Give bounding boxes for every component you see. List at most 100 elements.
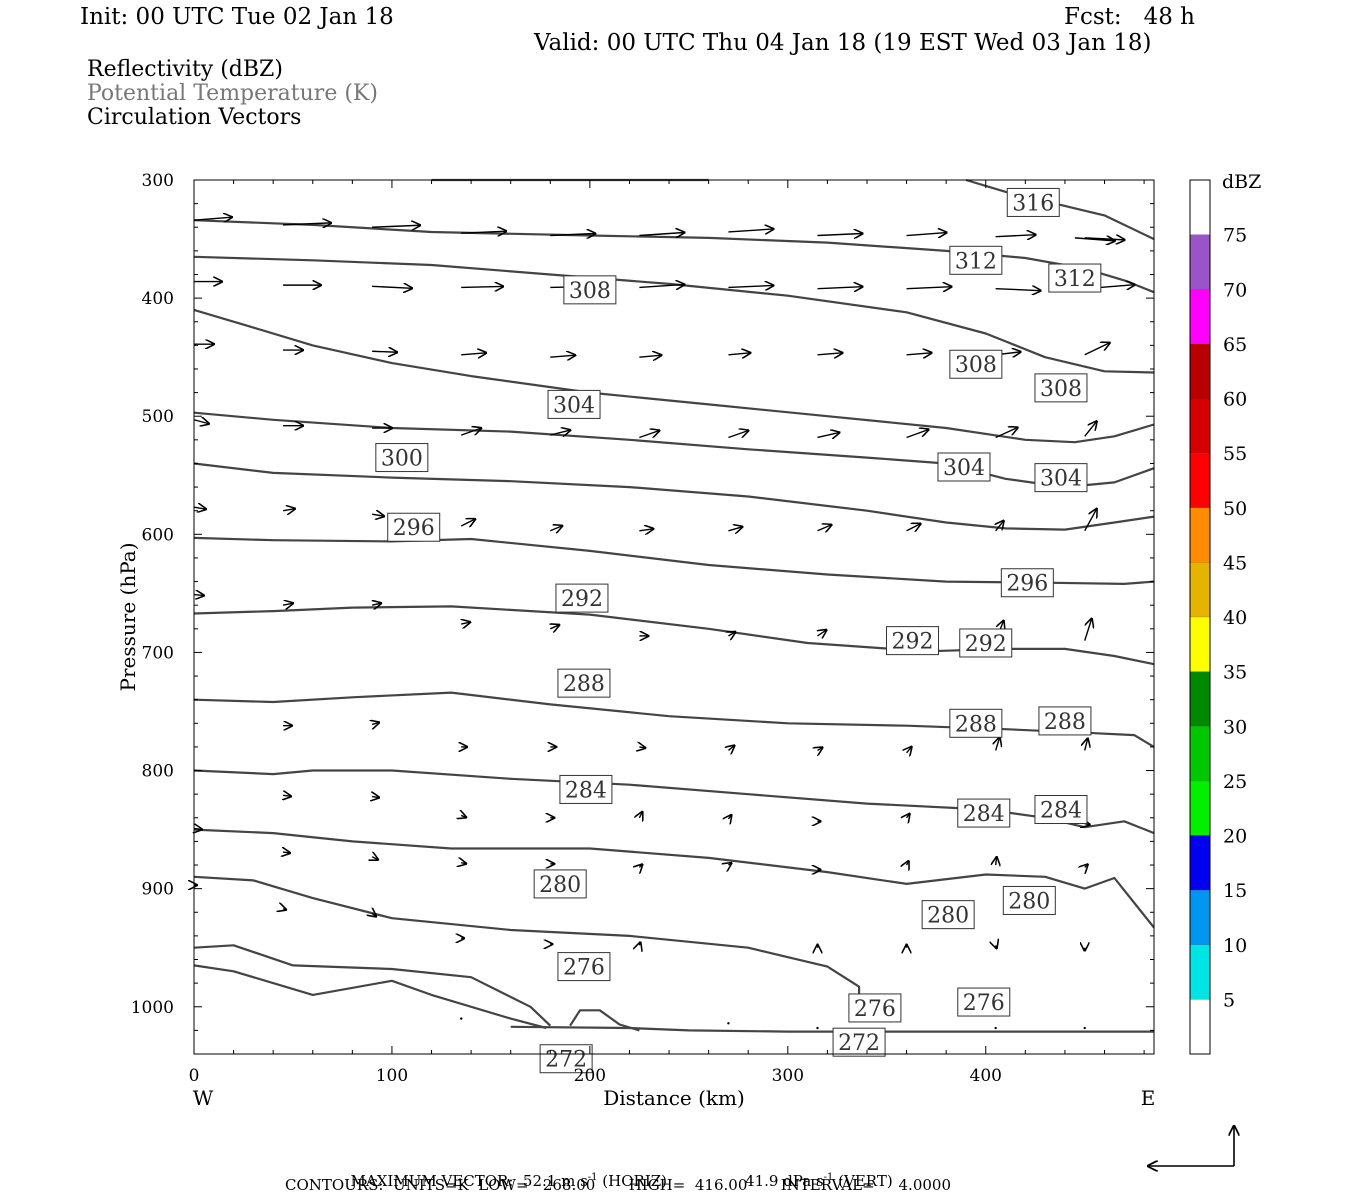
contour-284 — [193, 691, 1155, 748]
colorbar-swatch — [1190, 234, 1210, 290]
colorbar-swatch — [1190, 180, 1210, 235]
max-vector-horizontal: MAXIMUM VECTOR: 52.1 m s — [350, 1172, 588, 1190]
circulation-vector — [639, 942, 640, 945]
contour-label-box — [949, 245, 1003, 275]
colorbar-tick-label: 70 — [1223, 279, 1247, 301]
contour-label: 304 — [553, 393, 595, 418]
circulation-vector — [550, 526, 562, 531]
circulation-vector — [728, 632, 735, 636]
legend-reflectivity: Reflectivity (dBZ) — [87, 57, 283, 82]
y-tick-label: 800 — [142, 762, 174, 782]
circulation-vector — [1084, 619, 1092, 641]
reference-arrow — [1148, 1126, 1234, 1166]
circulation-vector — [461, 863, 466, 864]
east-label: E — [1141, 1086, 1156, 1110]
contour-label-box — [557, 952, 611, 982]
circulation-vector — [461, 622, 470, 624]
colorbar-tick-label: 30 — [1223, 716, 1247, 738]
circulation-vector — [817, 525, 832, 531]
circulation-vector — [1085, 864, 1088, 867]
max-vector-vertical-tag: (VERT) — [833, 1172, 893, 1190]
y-tick-label: 900 — [142, 880, 174, 900]
colorbar-tick-label: 40 — [1223, 607, 1247, 629]
circulation-vector — [907, 861, 909, 865]
colorbar-title: dBZ — [1222, 171, 1261, 193]
circulation-vector — [550, 234, 595, 236]
contour-label: 284 — [1040, 799, 1082, 824]
circulation-vector — [728, 745, 734, 750]
max-vector-vertical: 41.9 dPa s — [745, 1172, 824, 1190]
circulation-vector — [550, 430, 570, 435]
contour-label-box — [1048, 263, 1102, 293]
circulation-vector — [639, 284, 684, 287]
contour-label-box — [921, 900, 975, 930]
colorbar-swatch — [1190, 726, 1210, 781]
contour-label-box — [959, 628, 1013, 658]
circulation-vector — [996, 945, 997, 948]
y-tick-label: 1000 — [131, 998, 174, 1018]
colorbar-tick-label: 10 — [1223, 935, 1247, 957]
circulation-vector — [372, 351, 397, 352]
horizontal-unit-superscript: -1 — [587, 1172, 598, 1183]
circulation-vector — [460, 428, 481, 436]
circulation-vector — [461, 815, 466, 817]
circulation-vector — [550, 625, 559, 629]
circulation-vector — [283, 852, 290, 853]
colorbar-tick-label: 75 — [1223, 225, 1247, 247]
colorbar-swatch — [1190, 289, 1210, 344]
circulation-vector — [639, 864, 642, 867]
circulation-vector — [194, 828, 202, 829]
x-tick-label: 300 — [772, 1066, 804, 1086]
circulation-vector — [728, 285, 773, 287]
contour-label: 272 — [545, 1048, 587, 1073]
circulation-vector — [1085, 738, 1088, 751]
colorbar-swatch — [1190, 617, 1210, 672]
x-tick-label: 0 — [189, 1066, 200, 1086]
forecast-hour-label: Fcst: 48 h — [1064, 4, 1195, 30]
circulation-vector — [728, 430, 748, 439]
contour-label-box — [1000, 568, 1054, 598]
contour-304 — [193, 308, 1155, 444]
contour-label: 292 — [965, 632, 1007, 657]
contour-label: 308 — [955, 353, 997, 378]
circulation-vector — [906, 524, 921, 531]
contour-272 — [193, 875, 861, 1007]
circulation-vector — [996, 521, 1004, 532]
circulation-vector — [461, 286, 503, 287]
contour-label: 292 — [561, 587, 603, 612]
y-tick-label: 500 — [142, 407, 174, 427]
circulation-vector — [1084, 238, 1125, 240]
circulation-vector — [639, 233, 684, 236]
circulation-vector — [461, 231, 506, 233]
contour-label-box — [555, 583, 609, 613]
contour-276 — [193, 828, 1155, 929]
contour-label-box — [1006, 187, 1060, 217]
contour-label-box — [563, 275, 617, 305]
contour-label-box — [387, 512, 441, 542]
max-vector-note: MAXIMUM VECTOR: 52.1 m s-1 (HORIZ) 41.9 d… — [341, 1158, 893, 1189]
colorbar-tick-label: 5 — [1223, 989, 1235, 1011]
vector-dot — [1083, 1026, 1086, 1030]
contour-label: 280 — [539, 873, 581, 898]
y-tick-label: 600 — [142, 525, 174, 545]
x-tick-label: 200 — [574, 1066, 606, 1086]
contour-label-box — [1034, 463, 1088, 493]
contour-label: 276 — [563, 956, 605, 981]
contour-label-box — [1034, 373, 1088, 403]
contour-288 — [193, 605, 1155, 666]
circulation-vector — [995, 289, 1041, 291]
vector-dot — [816, 1026, 819, 1030]
contour-label: 276 — [854, 997, 896, 1022]
circulation-vector — [282, 509, 295, 511]
contour-label-box — [1034, 795, 1088, 825]
contour-label: 316 — [1012, 191, 1054, 216]
west-label: W — [193, 1086, 214, 1110]
contour-label-box — [375, 443, 429, 473]
vector-dot — [994, 1026, 997, 1030]
circulation-vector — [1084, 343, 1110, 356]
circulation-vector — [818, 630, 827, 636]
circulation-vector — [639, 747, 645, 748]
colorbar-swatch — [1190, 944, 1210, 1000]
circulation-vector — [817, 234, 863, 236]
